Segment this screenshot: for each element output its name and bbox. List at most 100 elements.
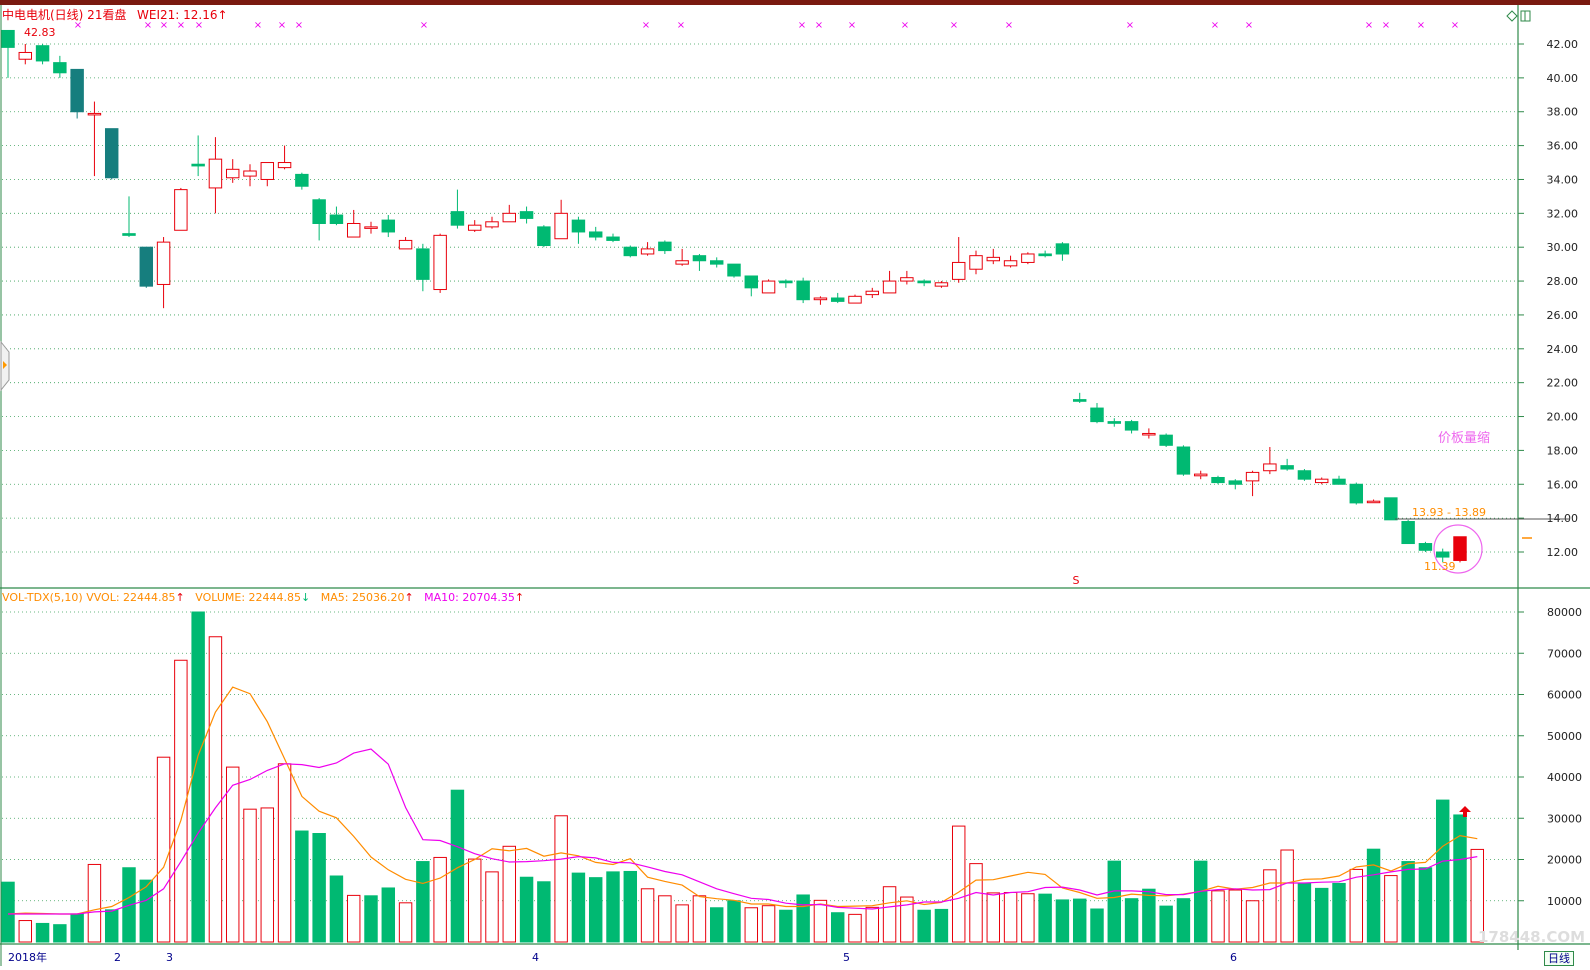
event-marker-icon: ×: [295, 20, 303, 31]
volume-bar: [398, 902, 413, 943]
volume-bar: [571, 872, 586, 943]
volume-bar: [537, 881, 551, 943]
candle-body: [104, 128, 119, 179]
candle-body: [1384, 497, 1398, 521]
volume-value: VOLUME: 22444.85: [195, 591, 302, 604]
event-marker-icon: ×: [254, 20, 262, 31]
price-tick-label: 34.00: [1547, 173, 1579, 186]
volume-bar: [53, 924, 67, 943]
up-arrow-icon: ↑: [514, 591, 525, 604]
volume-bar: [35, 922, 50, 943]
candle-body: [174, 189, 188, 231]
event-marker-icon: ×: [177, 20, 185, 31]
watermark: 178448.COM: [1478, 928, 1586, 946]
event-marker-icon: ×: [677, 20, 685, 31]
volume-bar: [243, 808, 257, 943]
volume-bar: [727, 900, 741, 943]
volume-bar: [986, 892, 1001, 943]
candle-body: [934, 282, 949, 287]
candle-body: [1072, 399, 1087, 402]
volume-bar: [1332, 882, 1346, 943]
candle-body: [606, 236, 620, 241]
volume-bar: [1038, 893, 1052, 943]
candle-body: [346, 222, 361, 238]
event-marker-icon: ×: [901, 20, 909, 31]
volume-bar: [1124, 898, 1139, 943]
candle-body: [364, 226, 378, 229]
volume-bar: [1159, 905, 1173, 943]
candle-body: [1228, 480, 1243, 485]
range-label: 13.93 - 13.89: [1412, 506, 1486, 519]
candle-body: [1142, 432, 1156, 436]
volume-bar: [104, 909, 119, 943]
down-arrow-icon: ↓: [301, 591, 311, 604]
volume-bar: [1228, 889, 1243, 943]
volume-tick-label: 50000: [1547, 730, 1582, 743]
volume-bar: [709, 907, 724, 943]
candle-body: [848, 295, 862, 304]
candle-body: [381, 219, 396, 233]
volume-bar: [156, 756, 171, 943]
candle-body: [18, 51, 33, 60]
event-marker-icon: ×: [144, 20, 152, 31]
title-bar-strip: [0, 0, 1590, 5]
volume-bar: [225, 766, 240, 943]
volume-tick-label: 10000: [1547, 895, 1582, 908]
event-marker-icon: ×: [1417, 20, 1425, 31]
volume-bar: [692, 895, 707, 943]
candle-body: [1314, 478, 1329, 484]
price-tick-label: 16.00: [1547, 478, 1579, 491]
candle-body: [796, 280, 810, 301]
candle-body: [1, 29, 15, 48]
candle-body: [1021, 253, 1035, 263]
event-marker-icon: ×: [798, 20, 806, 31]
volume-bar: [1453, 814, 1467, 943]
volume-bar: [588, 877, 603, 943]
price-tick-label: 38.00: [1547, 106, 1579, 119]
candle-body: [917, 280, 931, 284]
candle-body: [1176, 446, 1191, 475]
up-arrow-icon: ↑: [175, 591, 185, 604]
volume-bar: [174, 659, 188, 943]
period-tab[interactable]: 日线: [1544, 951, 1574, 966]
volume-bar: [467, 858, 482, 943]
event-marker-icon: ×: [1365, 20, 1373, 31]
volume-up-arrow-icon: [1459, 806, 1471, 817]
candle-body: [986, 256, 1001, 262]
event-marker-icon: ×: [848, 20, 856, 31]
wei-value: WEI21: 12.16: [137, 8, 218, 22]
volume-bar: [502, 845, 517, 943]
candle-body: [467, 224, 482, 231]
candle-body: [485, 221, 499, 228]
volume-bar: [675, 904, 689, 943]
volume-bar: [277, 763, 292, 943]
volume-bar: [139, 879, 154, 943]
volume-bar: [969, 863, 983, 943]
event-marker-icon: ×: [1451, 20, 1459, 31]
volume-bar: [191, 611, 205, 943]
candle-body: [830, 297, 845, 302]
volume-bar: [951, 825, 966, 943]
volume-tick-label: 60000: [1547, 689, 1582, 702]
candle-body: [779, 280, 793, 284]
volume-bar: [295, 830, 309, 943]
candle-body: [1435, 551, 1450, 558]
event-marker-icon: ×: [1211, 20, 1219, 31]
volume-bar: [1021, 893, 1035, 943]
volume-tick-label: 20000: [1547, 854, 1582, 867]
event-marker-icon: ×: [74, 20, 82, 31]
event-marker-icon: ×: [1245, 20, 1253, 31]
price-gridlines: [2, 43, 1518, 553]
price-tick-label: 24.00: [1547, 343, 1579, 356]
high-marker: 42.83: [24, 26, 56, 39]
volume-bar: [1418, 867, 1433, 943]
candle-body: [1090, 407, 1104, 423]
volume-bars: [1, 611, 1485, 943]
volume-bar: [1245, 900, 1260, 943]
volume-bar: [208, 636, 223, 943]
candle-body: [951, 261, 966, 280]
candle-body: [139, 246, 154, 287]
price-tick-label: 36.00: [1547, 140, 1579, 153]
